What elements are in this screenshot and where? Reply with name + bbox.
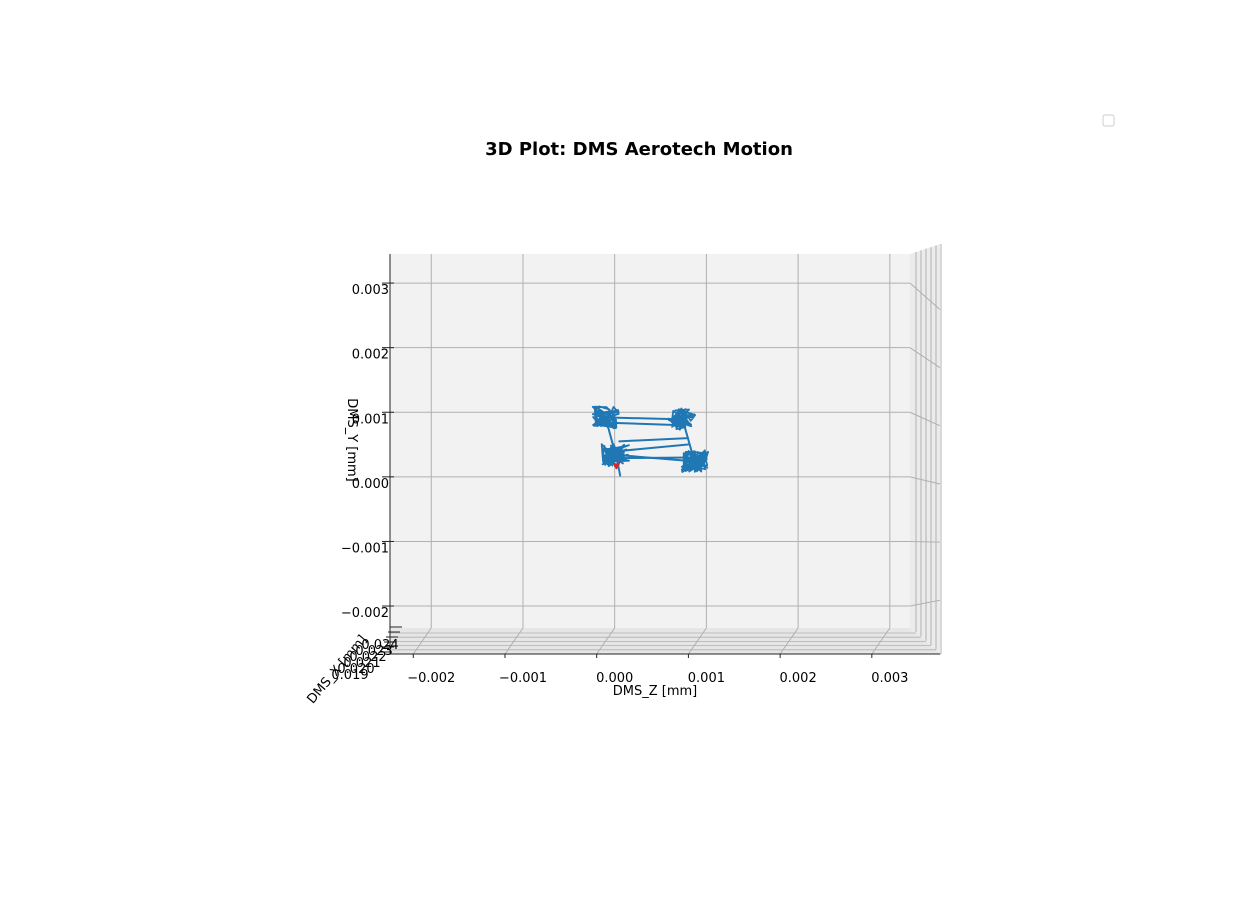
x-axis-label: DMS_Z [mm] bbox=[613, 684, 698, 699]
y-tick-label-0: −0.002 bbox=[341, 606, 389, 621]
y-tick-label-2: 0.000 bbox=[352, 477, 389, 492]
series-0-segment-7 bbox=[618, 443, 690, 453]
series-0-segment-4 bbox=[604, 421, 680, 427]
back-pane bbox=[390, 254, 910, 628]
z-tick-label-5: 0.024 bbox=[361, 638, 398, 653]
series-0-segment-5 bbox=[618, 437, 690, 443]
data-series bbox=[591, 405, 709, 477]
y-tick-label-5: 0.003 bbox=[352, 283, 389, 298]
y-axis-label: DMS_Y [mm] bbox=[344, 398, 359, 482]
chart-title: 3D Plot: DMS Aerotech Motion bbox=[485, 139, 793, 160]
axes bbox=[380, 254, 940, 658]
series-0-segment-6 bbox=[614, 456, 694, 460]
x-tick-label-3: 0.001 bbox=[688, 671, 725, 686]
side-grid-y-2 bbox=[909, 476, 941, 485]
x-tick-label-1: −0.001 bbox=[499, 671, 547, 686]
x-tick-label-2: 0.000 bbox=[596, 671, 633, 686]
side-grid-y-3 bbox=[909, 411, 941, 427]
x-tick-label-5: 0.003 bbox=[871, 671, 908, 686]
side-grid-y-0 bbox=[909, 599, 941, 607]
y-tick-label-3: 0.001 bbox=[352, 412, 389, 427]
series-0-cluster-3 bbox=[680, 449, 709, 473]
series-1-cluster-0 bbox=[613, 461, 621, 470]
series-0-cluster-2 bbox=[600, 443, 630, 467]
z-tick-label-0: 0.019 bbox=[331, 668, 368, 683]
x-tick-label-0: −0.002 bbox=[407, 671, 455, 686]
side-grid-y-4 bbox=[909, 347, 941, 369]
z-tick-label-2: 0.021 bbox=[343, 656, 380, 671]
z-tick-label-3: 0.022 bbox=[349, 650, 386, 665]
z-tick-label-4: 0.023 bbox=[355, 644, 392, 659]
series-0-cluster-1 bbox=[667, 407, 697, 431]
x-tick-label-4: 0.002 bbox=[780, 671, 817, 686]
z-tick-label-1: 0.020 bbox=[337, 662, 374, 677]
side-grid-y-1 bbox=[909, 540, 941, 543]
series-0-cluster-0 bbox=[591, 405, 620, 430]
side-pane bbox=[910, 244, 940, 654]
side-grid-y-5 bbox=[909, 282, 941, 310]
y-tick-label-4: 0.002 bbox=[352, 348, 389, 363]
legend-box bbox=[1102, 114, 1115, 127]
y-tick-label-1: −0.001 bbox=[341, 541, 389, 556]
tick-labels: −0.002 −0.001 0.000 0.001 0.002 0.003 −0.002 −0… bbox=[331, 283, 908, 686]
